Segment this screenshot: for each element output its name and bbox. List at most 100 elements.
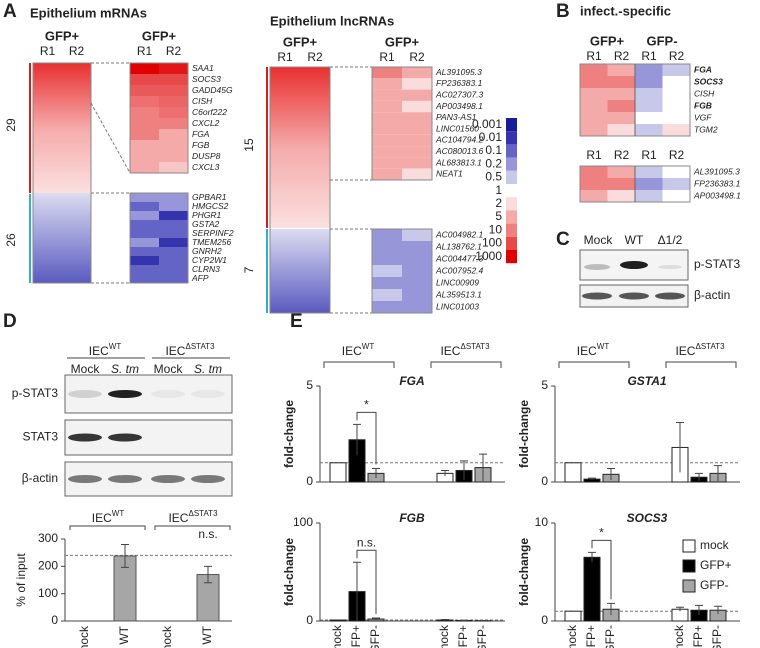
- heatmap-cell: [130, 96, 159, 107]
- heatmap-cell: [402, 112, 432, 124]
- legend-swatch: [506, 210, 517, 224]
- heatmap-cell: [159, 247, 188, 256]
- heatmap-cell: [635, 124, 663, 136]
- y-tick-label: 0: [306, 474, 313, 488]
- heatmap-cell: [159, 274, 188, 283]
- panel-title: infect.-specific: [580, 3, 671, 18]
- gene-label: TMEM256: [192, 237, 231, 247]
- gene-label: CLRN3: [192, 264, 220, 274]
- heatmap-cell: [372, 253, 402, 265]
- blot-band: [191, 390, 225, 398]
- y-tick-label: 10: [535, 515, 549, 529]
- band-label: STAT3: [22, 430, 58, 444]
- heatmap-cell: [130, 74, 159, 85]
- heatmap-cell: [607, 112, 635, 124]
- gene-label: AFP: [191, 273, 209, 283]
- lane-label: S. tm: [194, 362, 222, 376]
- gene-label: GNRH2: [192, 246, 222, 256]
- heatmap-cell: [130, 63, 159, 74]
- group-header: IECWT: [577, 342, 610, 358]
- heatmap-cell: [402, 241, 432, 253]
- y-tick-label: 0: [541, 613, 548, 627]
- heatmap-cell: [130, 140, 159, 151]
- y-axis-label: fold-change: [282, 538, 296, 606]
- label-sup: WT: [109, 342, 122, 351]
- gene-label: GSTA2: [192, 219, 220, 229]
- x-tick-label: mock: [437, 624, 451, 648]
- y-tick-label: 5: [541, 378, 548, 392]
- x-tick-label: GFP+: [584, 625, 598, 648]
- heatmap-cell: [662, 166, 690, 178]
- lane-label: Mock: [71, 362, 101, 376]
- x-tick-label: GFP-: [710, 625, 724, 648]
- legend-label: GFP-: [700, 578, 729, 592]
- band-label: p-STAT3: [694, 257, 741, 271]
- heatmap-cell: [372, 229, 402, 241]
- error-bar: [695, 604, 703, 616]
- gene-label: CYP2W1: [192, 255, 227, 265]
- gene-label: PAN3-AS1: [436, 112, 477, 122]
- significance-bracket: [591, 539, 612, 600]
- group-header: GFP-: [646, 33, 677, 48]
- gene-label: AP003498.1: [693, 190, 741, 200]
- x-tick-label: WT: [200, 625, 214, 644]
- gene-label: AC004982.1: [435, 229, 484, 239]
- heatmap-cell: [635, 112, 663, 124]
- group-header: GFP+: [590, 33, 625, 48]
- y-tick-label: 5: [306, 378, 313, 392]
- heatmap-cell: [662, 64, 690, 76]
- x-tick-label: GFP-: [368, 625, 382, 648]
- legend-label: 1: [495, 183, 502, 197]
- group-header: IECΔSTAT3: [440, 342, 490, 358]
- y-axis-label: fold-change: [282, 400, 296, 468]
- heatmap-cell: [402, 277, 432, 289]
- heatmap-frame: [371, 66, 433, 181]
- gene-label: CISH: [192, 96, 213, 106]
- y-axis-label: fold-change: [517, 538, 531, 606]
- heatmap-cell: [130, 202, 159, 211]
- blot-band: [658, 265, 682, 269]
- significance-label: *: [364, 398, 369, 412]
- heatmap-cell: [635, 166, 663, 178]
- heatmap-cell: [662, 100, 690, 112]
- heatmap-cell: [402, 67, 432, 79]
- heatmap-cell: [607, 166, 635, 178]
- error-bar: [607, 602, 615, 616]
- replicate-label: R1: [641, 148, 657, 162]
- heatmap-cell: [402, 123, 432, 135]
- heatmap-cell: [159, 129, 188, 140]
- group-bracket: [323, 361, 395, 368]
- gene-label: AL359513.1: [435, 289, 482, 299]
- label-base: IEC: [89, 344, 109, 358]
- gene-count: 15: [242, 138, 256, 152]
- band-label: β-actin: [694, 288, 730, 302]
- blot-band: [620, 261, 648, 269]
- heatmap-cell: [372, 89, 402, 101]
- lane-label: S. tm: [111, 362, 139, 376]
- gene-label: CXCL2: [192, 118, 220, 128]
- label-base: IEC: [165, 344, 185, 358]
- replicate-label: R1: [641, 49, 657, 63]
- significance-label: n.s.: [357, 535, 376, 549]
- gene-label: FP236383.1: [694, 178, 741, 188]
- heatmap-cell: [402, 78, 432, 90]
- legend-swatch: [682, 579, 696, 593]
- heatmap-cell: [130, 229, 159, 238]
- overview-heatmaps: [29, 62, 372, 314]
- heatmap-cell: [159, 202, 188, 211]
- heatmap-cell: [159, 162, 188, 173]
- group-header: IECWT: [342, 342, 375, 358]
- gene-label: PHGR1: [192, 210, 222, 220]
- legend-label: 100: [482, 236, 502, 250]
- gene-label: GADD45G: [192, 85, 233, 95]
- heatmap-cell: [635, 190, 663, 202]
- heatmap-cell: [635, 178, 663, 190]
- legend-label: 0.2: [485, 156, 502, 170]
- x-tick-label: GFP+: [691, 625, 705, 648]
- panel-letter: A: [3, 1, 17, 22]
- band-label: β-actin: [22, 471, 58, 485]
- heatmap-cell: [159, 193, 188, 202]
- gene-label: AC104794.2: [435, 135, 484, 145]
- error-bar: [372, 617, 380, 621]
- heatmap-cell: [130, 107, 159, 118]
